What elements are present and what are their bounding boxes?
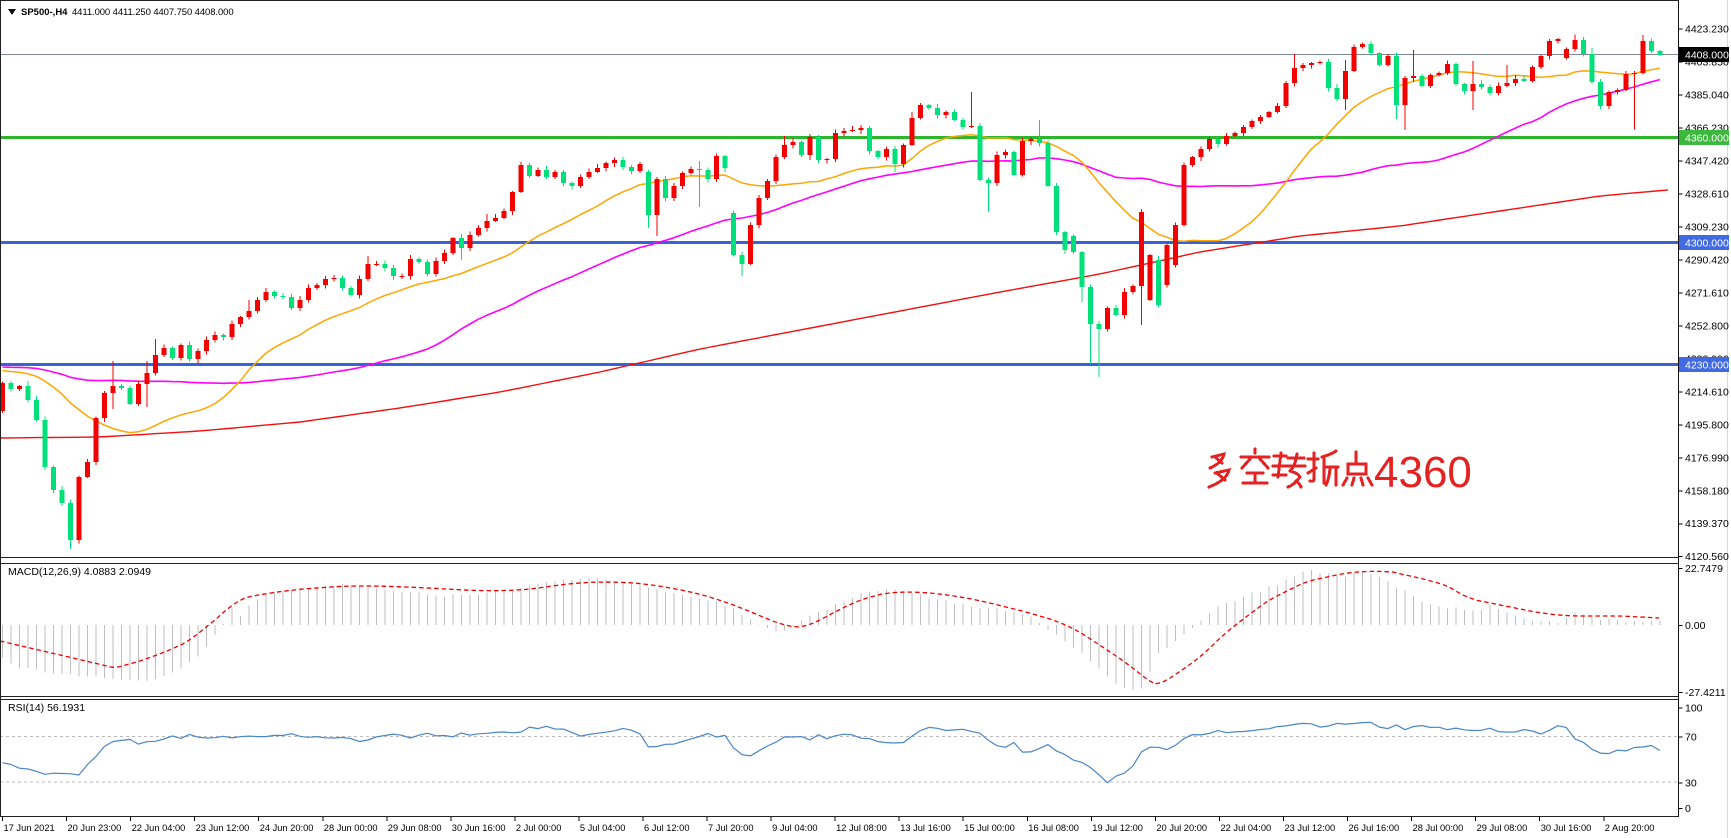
svg-text:7 Jul 20:00: 7 Jul 20:00 <box>708 823 754 833</box>
svg-text:23 Jun 12:00: 23 Jun 12:00 <box>196 823 250 833</box>
svg-text:16 Jul 08:00: 16 Jul 08:00 <box>1028 823 1079 833</box>
svg-text:4230.000: 4230.000 <box>1685 360 1729 372</box>
svg-text:4290.420: 4290.420 <box>1685 255 1729 267</box>
svg-text:20 Jun 23:00: 20 Jun 23:00 <box>68 823 122 833</box>
svg-text:15 Jul 00:00: 15 Jul 00:00 <box>964 823 1015 833</box>
svg-text:4176.990: 4176.990 <box>1685 452 1729 464</box>
svg-text:0: 0 <box>1685 803 1691 815</box>
svg-text:29 Jun 08:00: 29 Jun 08:00 <box>388 823 442 833</box>
svg-text:SP500-,H4: SP500-,H4 <box>21 7 68 18</box>
svg-text:2 Aug 20:00: 2 Aug 20:00 <box>1605 823 1655 833</box>
svg-text:5 Jul 04:00: 5 Jul 04:00 <box>580 823 626 833</box>
svg-text:4252.800: 4252.800 <box>1685 320 1729 332</box>
svg-text:4309.230: 4309.230 <box>1685 222 1729 234</box>
svg-text:30 Jun 16:00: 30 Jun 16:00 <box>452 823 506 833</box>
svg-text:4300.000: 4300.000 <box>1685 238 1729 250</box>
svg-text:22.7479: 22.7479 <box>1685 563 1723 575</box>
svg-text:19 Jul 12:00: 19 Jul 12:00 <box>1092 823 1143 833</box>
svg-text:4360.000: 4360.000 <box>1685 133 1729 145</box>
svg-text:28 Jul 00:00: 28 Jul 00:00 <box>1413 823 1464 833</box>
svg-text:4120.560: 4120.560 <box>1685 551 1729 563</box>
svg-text:4195.800: 4195.800 <box>1685 419 1729 431</box>
svg-text:9 Jul 04:00: 9 Jul 04:00 <box>772 823 818 833</box>
svg-text:20 Jul 20:00: 20 Jul 20:00 <box>1156 823 1207 833</box>
svg-text:12 Jul 08:00: 12 Jul 08:00 <box>836 823 887 833</box>
svg-text:22 Jun 04:00: 22 Jun 04:00 <box>132 823 186 833</box>
svg-text:MACD(12,26,9) 4.0883 2.0949: MACD(12,26,9) 4.0883 2.0949 <box>8 566 151 578</box>
svg-text:4158.180: 4158.180 <box>1685 485 1729 497</box>
svg-text:6 Jul 12:00: 6 Jul 12:00 <box>644 823 690 833</box>
svg-text:0.00: 0.00 <box>1685 620 1706 632</box>
svg-text:17 Jun 2021: 17 Jun 2021 <box>4 823 55 833</box>
svg-text:RSI(14) 56.1931: RSI(14) 56.1931 <box>8 702 85 714</box>
svg-text:29 Jul 08:00: 29 Jul 08:00 <box>1477 823 1528 833</box>
svg-text:22 Jul 04:00: 22 Jul 04:00 <box>1221 823 1272 833</box>
svg-text:30: 30 <box>1685 777 1697 789</box>
svg-text:100: 100 <box>1685 703 1703 715</box>
svg-text:4271.610: 4271.610 <box>1685 288 1729 300</box>
svg-text:26 Jul 16:00: 26 Jul 16:00 <box>1349 823 1400 833</box>
svg-text:4385.040: 4385.040 <box>1685 90 1729 102</box>
svg-text:30 Jul 16:00: 30 Jul 16:00 <box>1541 823 1592 833</box>
svg-text:4328.610: 4328.610 <box>1685 189 1729 201</box>
svg-text:4408.000: 4408.000 <box>1685 50 1729 62</box>
svg-text:4214.610: 4214.610 <box>1685 386 1729 398</box>
svg-text:70: 70 <box>1685 731 1697 743</box>
svg-text:2 Jul 00:00: 2 Jul 00:00 <box>516 823 562 833</box>
svg-text:4139.370: 4139.370 <box>1685 518 1729 530</box>
svg-text:28 Jun 00:00: 28 Jun 00:00 <box>324 823 378 833</box>
svg-text:24 Jun 20:00: 24 Jun 20:00 <box>260 823 314 833</box>
svg-text:23 Jul 12:00: 23 Jul 12:00 <box>1285 823 1336 833</box>
svg-text:4347.420: 4347.420 <box>1685 156 1729 168</box>
svg-text:4423.230: 4423.230 <box>1685 24 1729 36</box>
svg-text:-27.4211: -27.4211 <box>1685 687 1726 699</box>
svg-text:4360: 4360 <box>1374 448 1472 497</box>
svg-text:4411.000 4411.250 4407.750 440: 4411.000 4411.250 4407.750 4408.000 <box>72 7 234 18</box>
svg-text:13 Jul 16:00: 13 Jul 16:00 <box>900 823 951 833</box>
